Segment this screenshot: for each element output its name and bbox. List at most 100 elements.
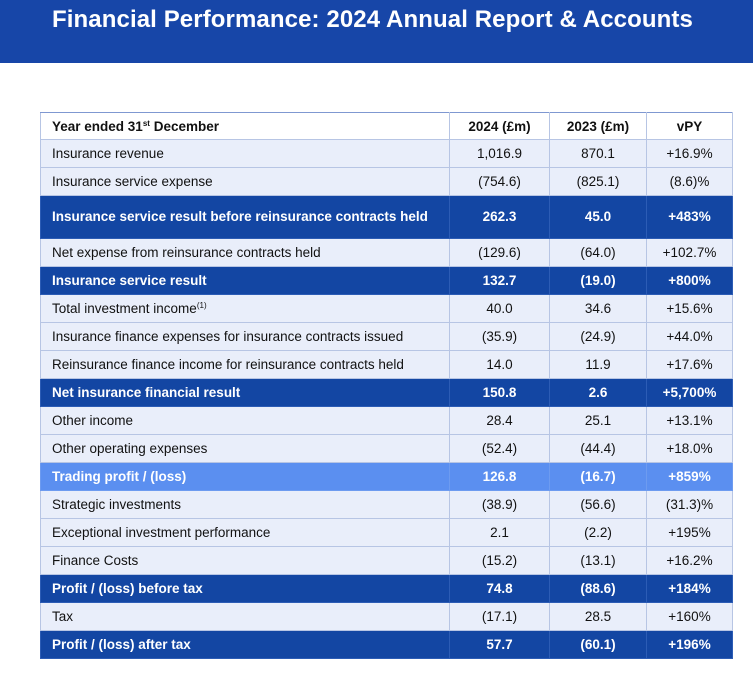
value-2024: (15.2) bbox=[449, 546, 550, 575]
value-vpy: +16.2% bbox=[646, 546, 733, 575]
table-row: Insurance service result before reinsura… bbox=[40, 195, 733, 239]
table-row: Finance Costs (15.2) (13.1) +16.2% bbox=[40, 546, 733, 575]
value-2024: 28.4 bbox=[449, 406, 550, 435]
value-2023: (2.2) bbox=[549, 518, 647, 547]
table-row: Tax (17.1) 28.5 +160% bbox=[40, 602, 733, 631]
row-label: Insurance service expense bbox=[40, 167, 450, 196]
table-row: Profit / (loss) before tax 74.8 (88.6) +184… bbox=[40, 574, 733, 603]
row-label: Strategic investments bbox=[40, 490, 450, 519]
value-vpy: +44.0% bbox=[646, 322, 733, 351]
value-2023: 25.1 bbox=[549, 406, 647, 435]
value-2024: (17.1) bbox=[449, 602, 550, 631]
value-2023: (825.1) bbox=[549, 167, 647, 196]
value-2023: 11.9 bbox=[549, 350, 647, 379]
value-vpy: +18.0% bbox=[646, 434, 733, 463]
value-2023: 870.1 bbox=[549, 139, 647, 168]
row-label: Exceptional investment performance bbox=[40, 518, 450, 547]
row-label: Reinsurance finance income for reinsuran… bbox=[40, 350, 450, 379]
value-2023: (19.0) bbox=[549, 266, 647, 295]
row-label: Net insurance financial result bbox=[40, 378, 450, 407]
value-vpy: +13.1% bbox=[646, 406, 733, 435]
value-2024: 150.8 bbox=[449, 378, 550, 407]
value-vpy: +800% bbox=[646, 266, 733, 295]
table-row: Other operating expenses (52.4) (44.4) +18.… bbox=[40, 434, 733, 463]
table-row: Reinsurance finance income for reinsuran… bbox=[40, 350, 733, 379]
value-2024: 57.7 bbox=[449, 630, 550, 659]
row-label: Other income bbox=[40, 406, 450, 435]
title-banner: Financial Performance: 2024 Annual Repor… bbox=[0, 0, 753, 63]
value-vpy: +196% bbox=[646, 630, 733, 659]
header-vpy: vPY bbox=[646, 112, 733, 140]
value-vpy: +160% bbox=[646, 602, 733, 631]
table-header-row: Year ended 31st December 2024 (£m) 2023 … bbox=[40, 112, 733, 140]
value-2024: (129.6) bbox=[449, 238, 550, 267]
row-label: Other operating expenses bbox=[40, 434, 450, 463]
header-year-ended: Year ended 31st December bbox=[40, 112, 450, 140]
value-2024: 14.0 bbox=[449, 350, 550, 379]
table-row: Profit / (loss) after tax 57.7 (60.1) +196% bbox=[40, 630, 733, 659]
row-label: Net expense from reinsurance contracts h… bbox=[40, 238, 450, 267]
header-2024: 2024 (£m) bbox=[449, 112, 550, 140]
table-row: Other income 28.4 25.1 +13.1% bbox=[40, 406, 733, 435]
value-vpy: (8.6)% bbox=[646, 167, 733, 196]
financial-table-container: Year ended 31st December 2024 (£m) 2023 … bbox=[40, 112, 733, 659]
value-2023: (60.1) bbox=[549, 630, 647, 659]
value-2024: (52.4) bbox=[449, 434, 550, 463]
value-2024: 74.8 bbox=[449, 574, 550, 603]
value-vpy: +483% bbox=[646, 195, 733, 239]
row-label: Insurance service result bbox=[40, 266, 450, 295]
table-row: Total investment income(1) 40.0 34.6 +15.6% bbox=[40, 294, 733, 323]
value-2023: (56.6) bbox=[549, 490, 647, 519]
value-2023: (24.9) bbox=[549, 322, 647, 351]
value-2023: 34.6 bbox=[549, 294, 647, 323]
value-2024: 262.3 bbox=[449, 195, 550, 239]
value-2024: 40.0 bbox=[449, 294, 550, 323]
table-row: Exceptional investment performance 2.1 (2.… bbox=[40, 518, 733, 547]
table-row: Insurance revenue 1,016.9 870.1 +16.9% bbox=[40, 139, 733, 168]
row-label: Insurance revenue bbox=[40, 139, 450, 168]
value-vpy: +17.6% bbox=[646, 350, 733, 379]
table-row: Trading profit / (loss) 126.8 (16.7) +859% bbox=[40, 462, 733, 491]
value-2023: 45.0 bbox=[549, 195, 647, 239]
value-2024: 1,016.9 bbox=[449, 139, 550, 168]
row-label: Total investment income(1) bbox=[40, 294, 450, 323]
value-2024: 126.8 bbox=[449, 462, 550, 491]
value-vpy: +102.7% bbox=[646, 238, 733, 267]
value-2024: (38.9) bbox=[449, 490, 550, 519]
value-2023: (13.1) bbox=[549, 546, 647, 575]
row-label: Trading profit / (loss) bbox=[40, 462, 450, 491]
row-label: Tax bbox=[40, 602, 450, 631]
page-title: Financial Performance: 2024 Annual Repor… bbox=[52, 6, 693, 33]
financial-performance-table: Year ended 31st December 2024 (£m) 2023 … bbox=[40, 112, 733, 659]
value-vpy: +184% bbox=[646, 574, 733, 603]
value-2023: (88.6) bbox=[549, 574, 647, 603]
table-row: Net insurance financial result 150.8 2.6 +5… bbox=[40, 378, 733, 407]
table-row: Net expense from reinsurance contracts h… bbox=[40, 238, 733, 267]
value-2023: (64.0) bbox=[549, 238, 647, 267]
table-row: Insurance service result 132.7 (19.0) +800% bbox=[40, 266, 733, 295]
row-label: Profit / (loss) before tax bbox=[40, 574, 450, 603]
value-vpy: +16.9% bbox=[646, 139, 733, 168]
row-label: Insurance service result before reinsura… bbox=[40, 195, 450, 239]
row-label: Finance Costs bbox=[40, 546, 450, 575]
value-2024: (35.9) bbox=[449, 322, 550, 351]
row-label: Profit / (loss) after tax bbox=[40, 630, 450, 659]
table-row: Insurance finance expenses for insurance… bbox=[40, 322, 733, 351]
row-label: Insurance finance expenses for insurance… bbox=[40, 322, 450, 351]
value-vpy: +15.6% bbox=[646, 294, 733, 323]
value-vpy: +5,700% bbox=[646, 378, 733, 407]
value-vpy: +859% bbox=[646, 462, 733, 491]
value-2023: (44.4) bbox=[549, 434, 647, 463]
value-vpy: +195% bbox=[646, 518, 733, 547]
table-row: Insurance service expense (754.6) (825.1)(… bbox=[40, 167, 733, 196]
value-2024: (754.6) bbox=[449, 167, 550, 196]
table-row: Strategic investments (38.9) (56.6) (31.3)% bbox=[40, 490, 733, 519]
value-2023: (16.7) bbox=[549, 462, 647, 491]
value-2024: 132.7 bbox=[449, 266, 550, 295]
value-2024: 2.1 bbox=[449, 518, 550, 547]
value-2023: 28.5 bbox=[549, 602, 647, 631]
footnote-marker: (1) bbox=[196, 301, 207, 310]
value-2023: 2.6 bbox=[549, 378, 647, 407]
value-vpy: (31.3)% bbox=[646, 490, 733, 519]
header-2023: 2023 (£m) bbox=[549, 112, 647, 140]
